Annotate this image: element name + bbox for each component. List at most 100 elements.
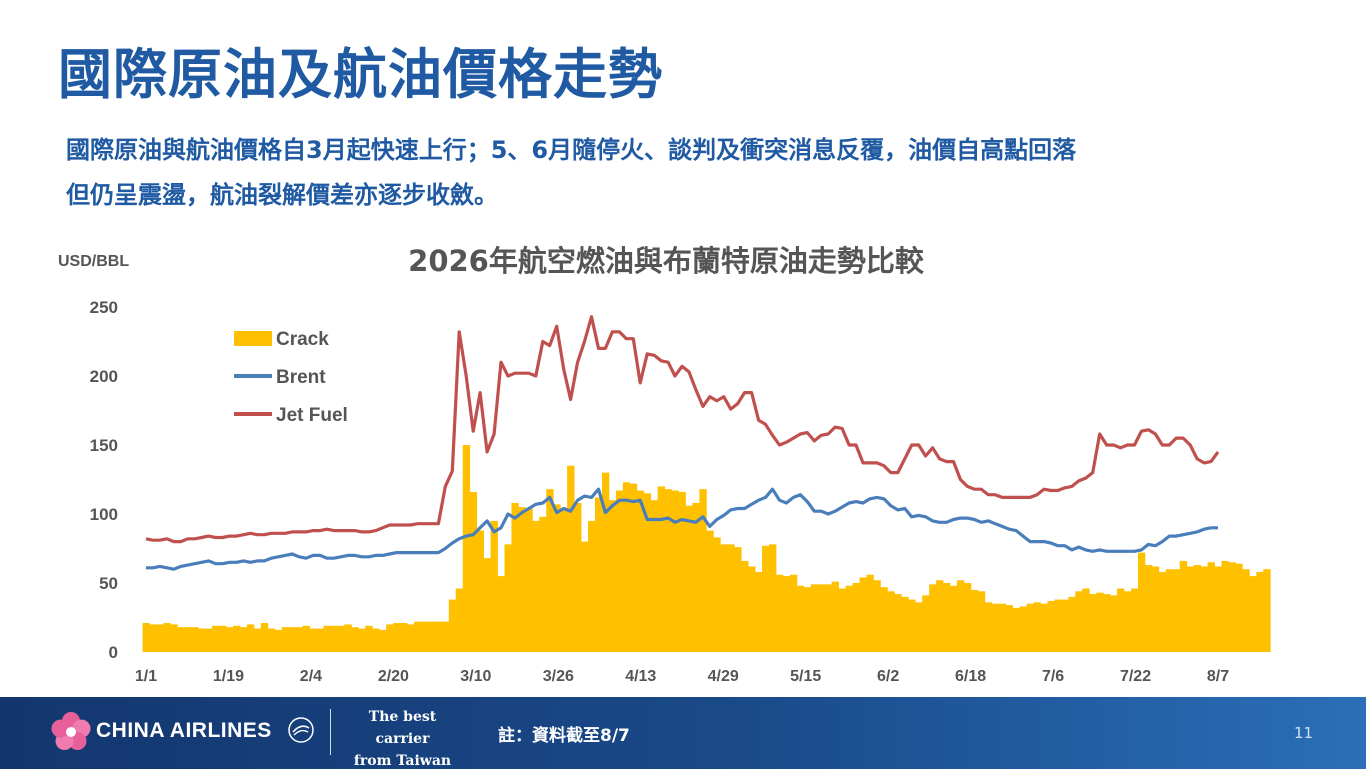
crack-bar [922, 595, 930, 652]
crack-bar [852, 583, 860, 652]
crack-bar [434, 621, 443, 652]
crack-bar [782, 576, 791, 652]
crack-bar [156, 624, 164, 652]
crack-bar [400, 623, 408, 652]
crack-bar [323, 625, 331, 652]
airline-name: CHINA AIRLINES [96, 719, 272, 742]
crack-bar [789, 574, 798, 652]
crack-bar [239, 627, 248, 652]
crack-bar [998, 603, 1007, 652]
crack-bar [594, 497, 603, 652]
crack-bar [177, 627, 185, 652]
crack-bar [880, 587, 888, 652]
crack-bar [608, 500, 617, 652]
crack-bar [601, 472, 610, 652]
crack-bar [796, 585, 805, 652]
crack-bar [1158, 571, 1167, 652]
chart-legend: Crack Brent Jet Fuel [234, 329, 348, 426]
crack-bar [741, 560, 749, 652]
crack-bar [727, 544, 735, 652]
crack-bar [490, 520, 498, 652]
crack-bar [588, 520, 596, 652]
crack-bar [253, 628, 262, 652]
crack-bar [755, 571, 763, 652]
crack-bar [1207, 562, 1215, 652]
crack-bar [309, 628, 317, 652]
x-tick-label: 6/18 [955, 668, 986, 685]
y-tick-label: 0 [109, 643, 118, 662]
x-tick-label: 4/13 [625, 668, 656, 685]
x-tick-label: 1/1 [135, 668, 157, 685]
crack-bar [372, 628, 380, 652]
crack-bar [1186, 566, 1195, 652]
tagline: The best carrier from Taiwan [340, 706, 465, 772]
crack-bar [546, 489, 554, 652]
subtitle-line-1: 國際原油與航油價格自3月起快速上行；5、6月隨停火、談判及衝突消息反覆，油價自高… [66, 136, 1077, 164]
x-tick-label: 2/20 [378, 668, 409, 685]
x-tick-label: 1/19 [213, 668, 244, 685]
crack-bar [1249, 576, 1257, 652]
crack-bar [678, 491, 686, 652]
crack-bar [963, 583, 972, 652]
crack-bar [581, 541, 589, 652]
crack-bar [1200, 566, 1208, 652]
legend-label-crack: Crack [276, 329, 329, 350]
crack-bar [149, 624, 157, 652]
crack-bar [455, 588, 464, 652]
y-tick-label: 150 [90, 436, 118, 455]
legend-swatch-crack [234, 331, 272, 346]
crack-bar [936, 580, 944, 652]
crack-bar [977, 591, 986, 652]
crack-bar [184, 627, 192, 652]
crack-bar [859, 577, 867, 652]
crack-bar [1110, 595, 1118, 652]
crack-bar [762, 545, 770, 652]
crack-bar [769, 544, 777, 652]
crack-bar [219, 625, 227, 652]
crack-bar [553, 504, 561, 652]
crack-bar [831, 581, 840, 652]
crack-bar [233, 625, 241, 652]
crack-bar [302, 625, 310, 652]
crack-bar [734, 547, 742, 652]
crack-bar [615, 490, 624, 652]
crack-bar [407, 624, 415, 652]
x-tick-label: 2/4 [300, 668, 322, 685]
crack-bar [775, 574, 784, 652]
crack-bar [1193, 565, 1201, 652]
crack-bar [1214, 566, 1222, 652]
crack-bar [1117, 588, 1125, 652]
crack-bar [191, 627, 199, 652]
crack-bar [1144, 565, 1153, 652]
crack-bar [643, 493, 652, 652]
crack-bar [497, 576, 505, 652]
crack-bar [574, 502, 582, 652]
x-axis-ticks: 1/1 1/19 2/4 2/20 3/10 3/26 4/13 4/29 5/15 6/2 6/1… [135, 668, 1229, 685]
crack-bar [1089, 594, 1097, 652]
crack-bar [706, 530, 714, 652]
crack-bar [629, 483, 638, 652]
series-lines [145, 315, 1220, 571]
y-tick-label: 100 [90, 505, 118, 524]
crack-bar [650, 500, 659, 652]
slide-subtitle: 國際原油與航油價格自3月起快速上行；5、6月隨停火、談判及衝突消息反覆，油價自高… [66, 128, 1296, 218]
fuel-price-chart: USD/BBL 2026年航空燃油與布蘭特原油走勢比較 0 50 100 150 200… [58, 244, 1271, 685]
crack-bar [817, 584, 826, 652]
crack-bar [1124, 591, 1132, 652]
crack-bar [1054, 599, 1062, 652]
crack-bar [1005, 605, 1014, 652]
crack-bar [657, 486, 665, 652]
x-tick-label: 3/10 [460, 668, 491, 685]
crack-bar [1235, 563, 1243, 652]
crack-bar [448, 599, 457, 652]
crack-bar [1151, 566, 1160, 652]
y-tick-label: 200 [90, 367, 118, 386]
crack-bar [288, 627, 297, 652]
crack-bar [894, 594, 902, 652]
chart-title: 2026年航空燃油與布蘭特原油走勢比較 [408, 244, 925, 278]
crack-bar [970, 589, 979, 652]
crack-bar [427, 621, 436, 652]
crack-bar [511, 502, 519, 652]
crack-bar [1019, 606, 1027, 652]
tagline-line-1: The best carrier [368, 709, 437, 747]
